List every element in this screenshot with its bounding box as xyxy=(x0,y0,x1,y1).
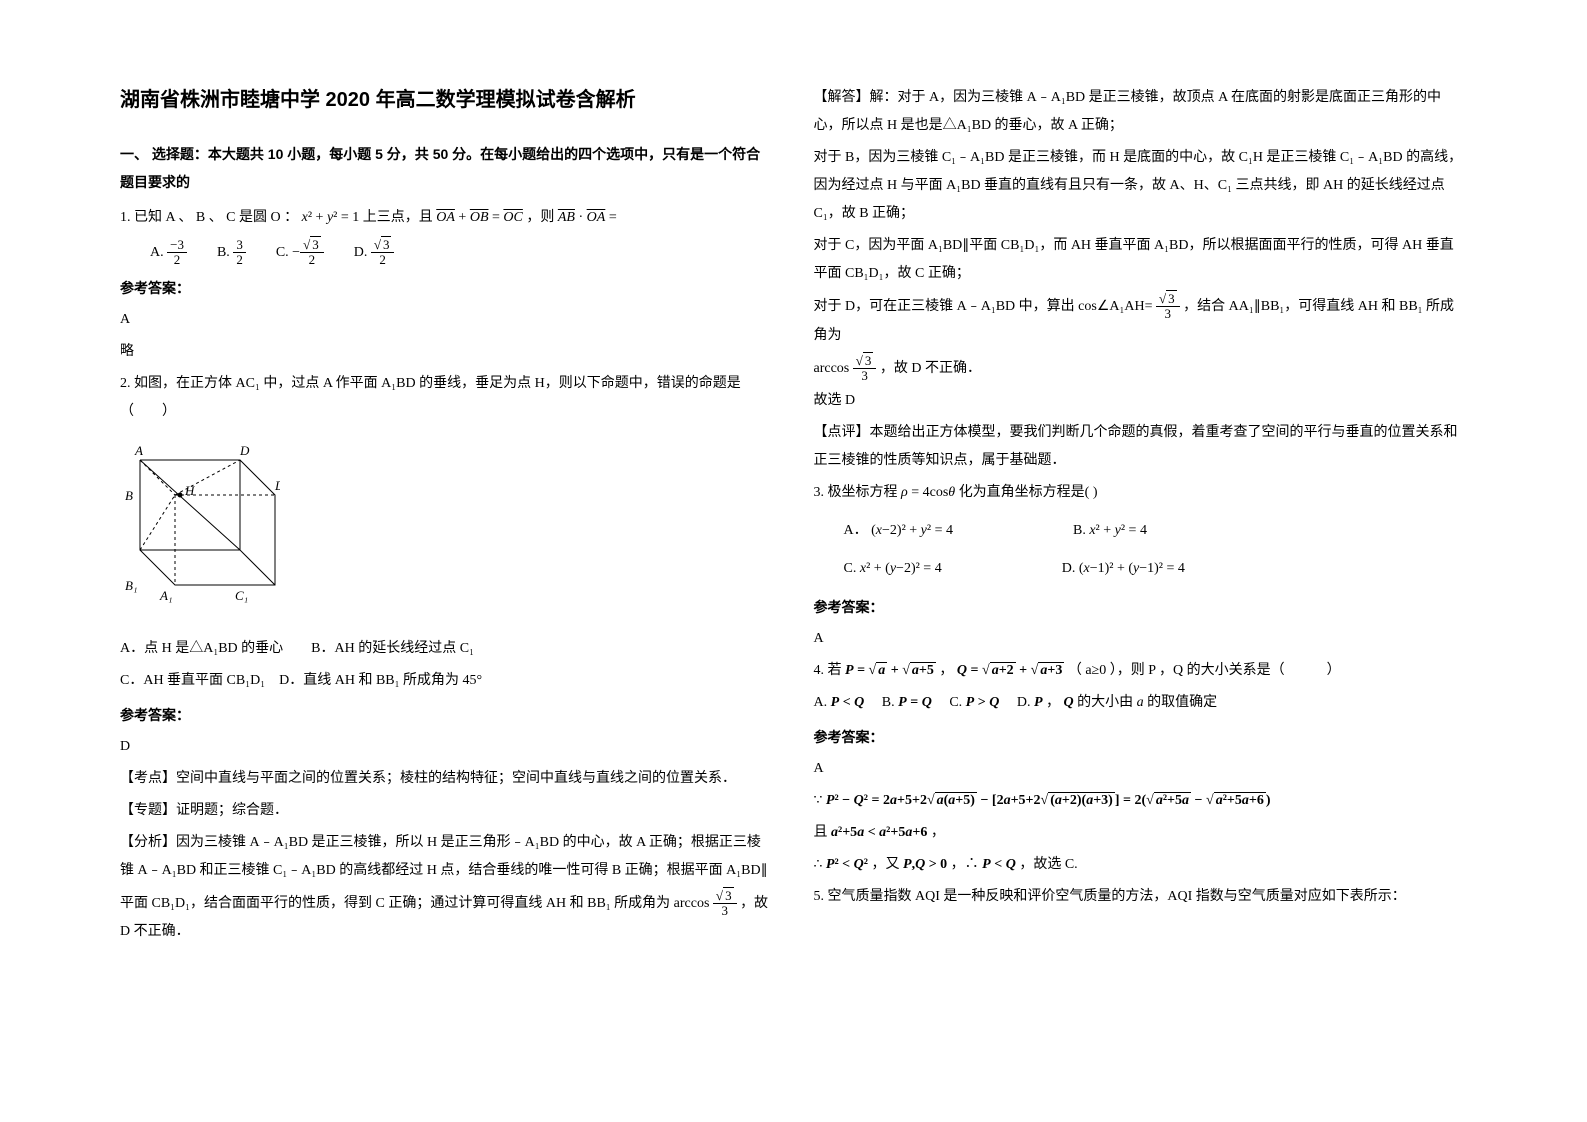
q3-eq: ρ = 4cosθ xyxy=(901,485,955,500)
q1-eq3: AB · OA xyxy=(558,210,605,225)
q4-options: A. P < Q B. P = Q C. P > Q D. P ， Q 的大小由… xyxy=(814,689,1468,717)
q4-opt-c: C. P > Q xyxy=(949,695,999,710)
q4-opt-b: B. P = Q xyxy=(882,695,932,710)
q2-opts-row2: C．AH 垂直平面 CB₁D₁ D．直线 AH 和 BB₁ 所成角为 45° xyxy=(120,667,774,695)
q1-opt-b: B. 32 xyxy=(217,238,246,268)
q2-tag2: 【专题】证明题；综合题． xyxy=(120,797,774,825)
q2-ana-row: 平面 CB₁D₁，结合面面平行的性质，得到 C 正确；通过计算可得直线 AH 和… xyxy=(120,889,774,947)
q3-opts-row2: C. x² + (y−2)² = 4 D. (x−1)² + (y−1)² = … xyxy=(844,555,1468,583)
q2-opt-a: A．点 H 是△A₁BD 的垂心 xyxy=(120,641,283,656)
svg-text:B: B xyxy=(125,488,133,503)
svg-text:D₁: D₁ xyxy=(279,548,280,563)
svg-text:C₁: C₁ xyxy=(235,588,248,603)
q1-text-b: 上三点，且 xyxy=(363,210,437,225)
q2-stem: 2. 如图，在正方体 AC₁ 中，过点 A 作平面 A₁BD 的垂线，垂足为点 … xyxy=(120,370,774,426)
q5-stem: 5. 空气质量指数 AQI 是一种反映和评价空气质量的方法，AQI 指数与空气质… xyxy=(814,883,1468,911)
q1-text-c: ，则 xyxy=(526,210,558,225)
q1-note: 略 xyxy=(120,338,774,366)
q3-ans: A xyxy=(814,625,1468,653)
q1-stem: 1. 已知 A 、 B 、 C 是圆 O ： x² + y² = 1 上三点，且… xyxy=(120,204,774,232)
svg-text:H: H xyxy=(184,483,195,498)
q4-work2: 且 a²+5a < a²+5a+6 ， xyxy=(814,819,1468,847)
left-column: 湖南省株洲市睦塘中学 2020 年高二数学理模拟试卷含解析 一、 选择题：本大题… xyxy=(100,80,794,1082)
q1-options: A. −32 B. 32 C. −√32 D. √32 xyxy=(150,238,774,268)
q2-opt-c: C．AH 垂直平面 CB₁D₁ xyxy=(120,673,265,688)
q2-opt-d: D．直线 AH 和 BB₁ 所成角为 45° xyxy=(279,673,482,688)
q2-sol-d-row2: arccos √33 ，故 D 不正确． xyxy=(814,354,1468,384)
q2-sol-d-row: 对于 D，可在正三棱锥 A﹣A₁BD 中，算出 cos∠A₁AH= √33 ，结… xyxy=(814,292,1468,350)
q2-sol-d4: ，故 D 不正确． xyxy=(880,361,981,376)
svg-text:A₁: A₁ xyxy=(159,588,172,603)
q1-opt-d: D. √32 xyxy=(354,238,395,268)
q4-stem: 4. 若 P = √a + √a+5 ， Q = √a+2 + √a+3 （ a… xyxy=(814,657,1468,685)
q4-text-c: （ a≥0 ），则 P ，Q 的大小关系是（ ） xyxy=(1068,663,1341,678)
q4-work3: ∴ P² < Q² ，又 P,Q > 0 ，∴ P < Q ，故选 C. xyxy=(814,851,1468,879)
q4-text-b: ， xyxy=(939,663,957,678)
q4-ans: A xyxy=(814,755,1468,783)
q2-ana2: 平面 CB₁D₁，结合面面平行的性质，得到 C 正确；通过计算可得直线 AH 和… xyxy=(120,896,713,911)
q1-opt-a: A. −32 xyxy=(150,238,187,268)
q1-ans-label: 参考答案： xyxy=(120,274,774,302)
q3-text-b: 化为直角坐标方程是( ) xyxy=(959,485,1098,500)
q3-opt-b: B. x² + y² = 4 xyxy=(1073,517,1147,545)
q4-opt-a: A. P < Q xyxy=(814,695,865,710)
q2-opt-b: B．AH 的延长线经过点 C₁ xyxy=(311,641,474,656)
q1-eq2: OA + OB = OC xyxy=(436,210,523,225)
section-1-heading: 一、 选择题：本大题共 10 小题，每小题 5 分，共 50 分。在每小题给出的… xyxy=(120,140,774,196)
q2-sol-d3: arccos xyxy=(814,361,853,376)
q3-opts-row1: A． (x−2)² + y² = 4 B. x² + y² = 4 xyxy=(844,517,1468,545)
q3-opt-d: D. (x−1)² + (y−1)² = 4 xyxy=(1062,555,1185,583)
q1-eq1: x² + y² = 1 xyxy=(302,210,360,225)
svg-text:D₁: D₁ xyxy=(274,478,280,493)
svg-text:B₁: B₁ xyxy=(125,578,137,593)
q2-sol-d1: 对于 D，可在正三棱锥 A﹣A₁BD 中，算出 cos∠A₁AH= xyxy=(814,299,1156,314)
q4-work1: ∵ P² − Q² = 2a+5+2√a(a+5) − [2a+5+2√(a+2… xyxy=(814,787,1468,815)
svg-text:A: A xyxy=(134,443,143,458)
q2-cube-figure: A D B D₁ H D₁ B₁ A₁ C₁ xyxy=(120,440,280,610)
q2-ana1: 【分析】因为三棱锥 A﹣A₁BD 是正三棱锥，所以 H 是正三角形﹣A₁BD 的… xyxy=(120,829,774,885)
q2-sol-a: 【解答】解：对于 A，因为三棱锥 A﹣A₁BD 是正三棱锥，故顶点 A 在底面的… xyxy=(814,84,1468,140)
q4-ans-label: 参考答案： xyxy=(814,723,1468,751)
q2-frac-1: √33 xyxy=(713,889,737,919)
q2-review: 【点评】本题给出正方体模型，要我们判断几个命题的真假，着重考查了空间的平行与垂直… xyxy=(814,419,1468,475)
q1-text-a: 1. 已知 A 、 B 、 C 是圆 O ： xyxy=(120,210,298,225)
q3-stem: 3. 极坐标方程 ρ = 4cosθ 化为直角坐标方程是( ) xyxy=(814,479,1468,507)
q2-ans: D xyxy=(120,733,774,761)
q2-frac-3: √33 xyxy=(853,354,877,384)
right-column: 【解答】解：对于 A，因为三棱锥 A﹣A₁BD 是正三棱锥，故顶点 A 在底面的… xyxy=(794,80,1488,1082)
q2-sol-c: 对于 C，因为平面 A₁BD∥平面 CB₁D₁，而 AH 垂直平面 A₁BD，所… xyxy=(814,232,1468,288)
q2-sol-b: 对于 B，因为三棱锥 C₁﹣A₁BD 是正三棱锥，而 H 是底面的中心，故 C₁… xyxy=(814,144,1468,228)
q4-text-a: 4. 若 xyxy=(814,663,846,678)
q1-ans: A xyxy=(120,306,774,334)
q3-opt-c: C. x² + (y−2)² = 4 xyxy=(844,555,942,583)
q2-pick: 故选 D xyxy=(814,387,1468,415)
q3-text-a: 3. 极坐标方程 xyxy=(814,485,902,500)
q4-opt-d: D. P ， Q 的大小由 a 的取值确定 xyxy=(1017,695,1217,710)
q2-tag1: 【考点】空间中直线与平面之间的位置关系；棱柱的结构特征；空间中直线与直线之间的位… xyxy=(120,765,774,793)
q1-text-d: = xyxy=(609,210,617,225)
q2-frac-2: √33 xyxy=(1156,292,1180,322)
q2-ans-label: 参考答案： xyxy=(120,701,774,729)
q2-opts-row1: A．点 H 是△A₁BD 的垂心 B．AH 的延长线经过点 C₁ xyxy=(120,635,774,663)
svg-text:D: D xyxy=(239,443,250,458)
q3-ans-label: 参考答案： xyxy=(814,593,1468,621)
q1-opt-c: C. −√32 xyxy=(276,238,324,268)
q3-opt-a: A． (x−2)² + y² = 4 xyxy=(844,517,953,545)
page-title: 湖南省株洲市睦塘中学 2020 年高二数学理模拟试卷含解析 xyxy=(120,80,774,120)
